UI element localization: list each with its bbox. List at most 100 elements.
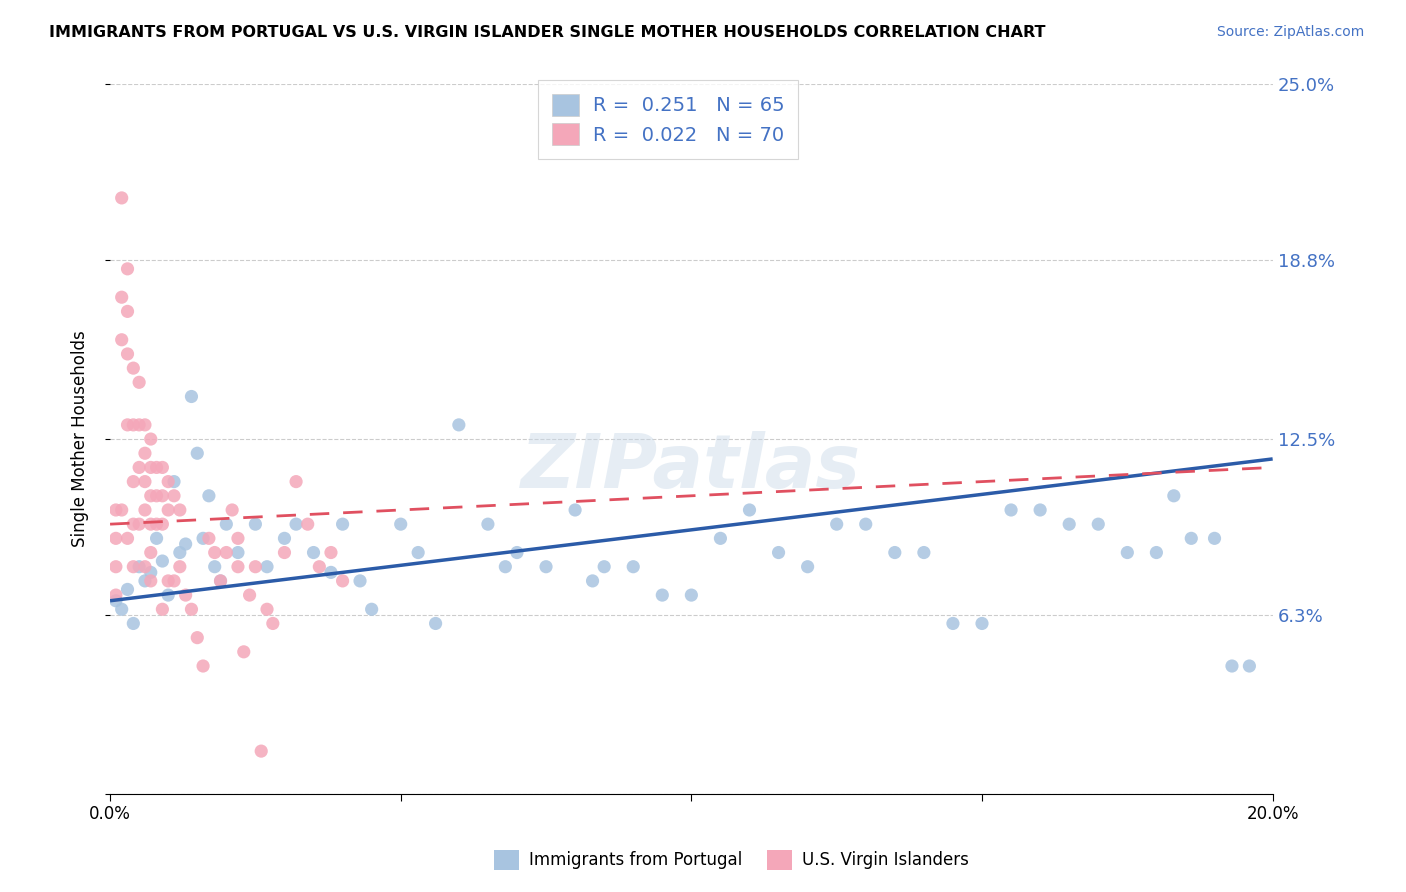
Point — [319, 566, 342, 580]
Point — [139, 545, 162, 559]
Point — [942, 616, 965, 631]
Point — [215, 517, 238, 532]
Point — [406, 545, 429, 559]
Point — [250, 744, 273, 758]
Point — [1220, 659, 1243, 673]
Point — [157, 503, 180, 517]
Point — [128, 460, 150, 475]
Point — [163, 574, 186, 588]
Point — [122, 517, 145, 532]
Point — [360, 602, 382, 616]
Point — [111, 191, 134, 205]
Point — [912, 545, 935, 559]
Point — [239, 588, 262, 602]
Point — [621, 559, 644, 574]
Point — [477, 517, 499, 532]
Legend: Immigrants from Portugal, U.S. Virgin Islanders: Immigrants from Portugal, U.S. Virgin Is… — [486, 843, 976, 877]
Point — [111, 290, 134, 304]
Point — [117, 304, 139, 318]
Point — [139, 566, 162, 580]
Point — [1057, 517, 1080, 532]
Point — [139, 460, 162, 475]
Point — [1163, 489, 1185, 503]
Point — [139, 432, 162, 446]
Y-axis label: Single Mother Households: Single Mother Households — [72, 331, 89, 548]
Point — [506, 545, 529, 559]
Point — [389, 517, 412, 532]
Point — [139, 517, 162, 532]
Text: Source: ZipAtlas.com: Source: ZipAtlas.com — [1216, 25, 1364, 39]
Point — [738, 503, 761, 517]
Point — [768, 545, 790, 559]
Point — [157, 588, 180, 602]
Point — [1204, 532, 1226, 546]
Point — [1116, 545, 1139, 559]
Point — [163, 475, 186, 489]
Point — [117, 532, 139, 546]
Point — [111, 333, 134, 347]
Point — [180, 390, 202, 404]
Point — [169, 559, 191, 574]
Point — [180, 602, 202, 616]
Point — [145, 489, 167, 503]
Point — [332, 517, 354, 532]
Point — [128, 517, 150, 532]
Point — [262, 616, 284, 631]
Point — [198, 532, 221, 546]
Point — [186, 631, 208, 645]
Point — [150, 602, 173, 616]
Point — [157, 475, 180, 489]
Point — [245, 559, 267, 574]
Point — [134, 417, 156, 432]
Point — [204, 545, 226, 559]
Point — [150, 554, 173, 568]
Point — [139, 574, 162, 588]
Point — [163, 489, 186, 503]
Point — [273, 545, 295, 559]
Point — [209, 574, 232, 588]
Point — [297, 517, 319, 532]
Point — [232, 645, 254, 659]
Point — [332, 574, 354, 588]
Point — [139, 489, 162, 503]
Point — [122, 361, 145, 376]
Point — [145, 532, 167, 546]
Point — [494, 559, 516, 574]
Point — [174, 588, 197, 602]
Point — [564, 503, 586, 517]
Point — [111, 503, 134, 517]
Point — [117, 347, 139, 361]
Point — [104, 559, 127, 574]
Point — [104, 588, 127, 602]
Point — [308, 559, 330, 574]
Legend: R =  0.251   N = 65, R =  0.022   N = 70: R = 0.251 N = 65, R = 0.022 N = 70 — [538, 80, 799, 159]
Point — [273, 532, 295, 546]
Point — [104, 532, 127, 546]
Point — [134, 446, 156, 460]
Point — [1000, 503, 1022, 517]
Point — [1087, 517, 1109, 532]
Point — [593, 559, 616, 574]
Point — [302, 545, 325, 559]
Point — [128, 376, 150, 390]
Point — [128, 417, 150, 432]
Point — [209, 574, 232, 588]
Point — [1180, 532, 1202, 546]
Point — [134, 503, 156, 517]
Point — [796, 559, 818, 574]
Point — [204, 559, 226, 574]
Point — [134, 574, 156, 588]
Point — [825, 517, 848, 532]
Point — [104, 594, 127, 608]
Point — [150, 460, 173, 475]
Point — [150, 489, 173, 503]
Point — [226, 559, 249, 574]
Point — [651, 588, 673, 602]
Point — [198, 489, 221, 503]
Point — [134, 559, 156, 574]
Point — [111, 602, 134, 616]
Point — [1239, 659, 1261, 673]
Point — [145, 517, 167, 532]
Point — [122, 475, 145, 489]
Point — [285, 517, 308, 532]
